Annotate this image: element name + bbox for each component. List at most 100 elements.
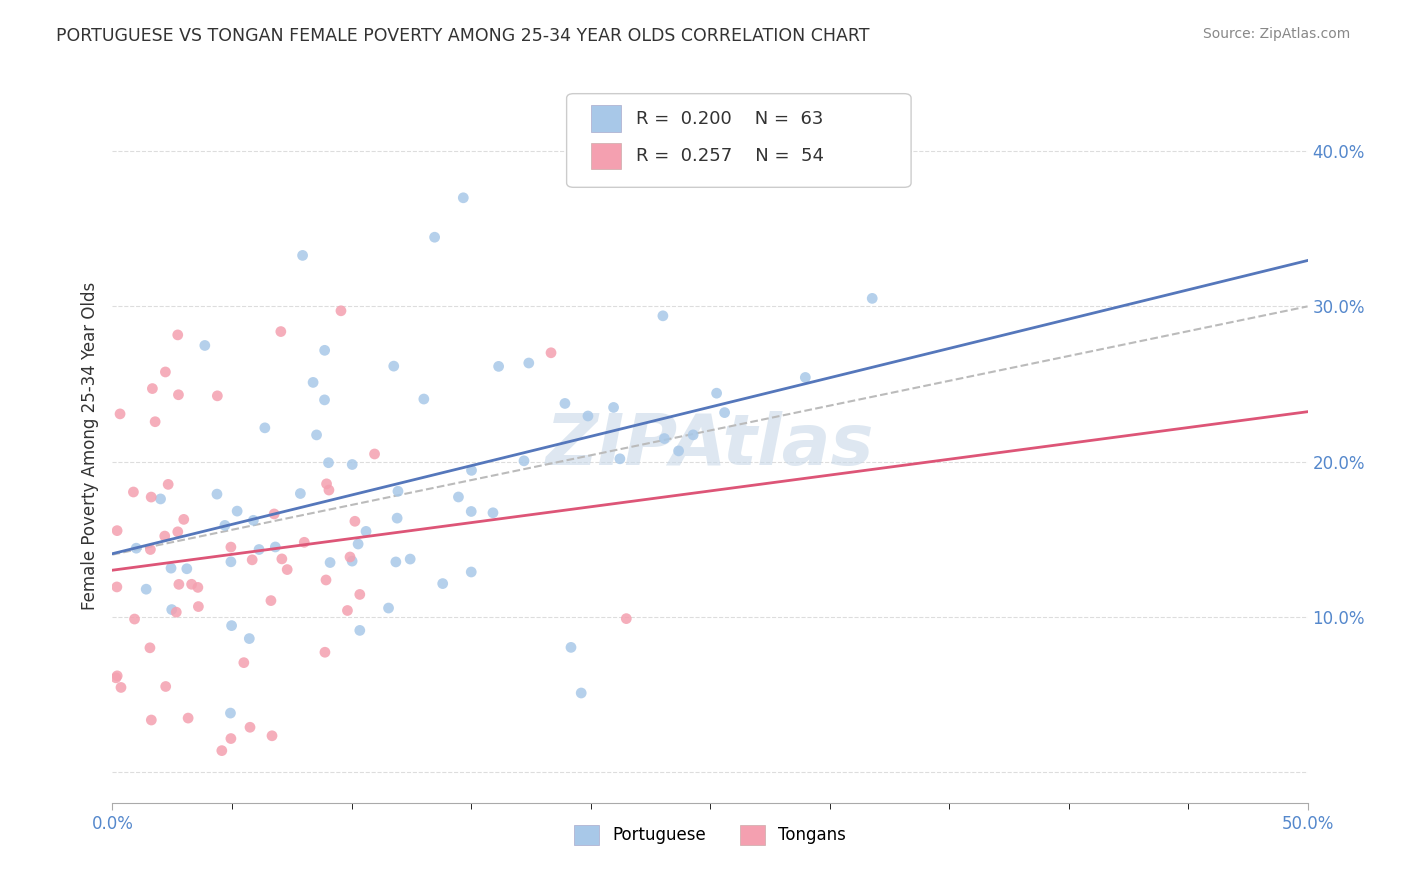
Point (173, 512, 195, 526)
Point (423, 230, 446, 244)
Point (482, 506, 505, 520)
Point (488, 359, 510, 374)
Point (513, 454, 536, 468)
Point (157, 477, 180, 491)
Point (453, 191, 475, 205)
Point (385, 555, 408, 569)
Point (432, 576, 454, 591)
Point (315, 476, 337, 491)
Text: PORTUGUESE VS TONGAN FEMALE POVERTY AMONG 25-34 YEAR OLDS CORRELATION CHART: PORTUGUESE VS TONGAN FEMALE POVERTY AMON… (56, 27, 870, 45)
Point (314, 343, 336, 358)
Point (460, 565, 482, 579)
Point (219, 706, 242, 720)
Point (240, 553, 263, 567)
Point (349, 624, 371, 638)
Point (554, 396, 576, 410)
Text: ZIPAtlas: ZIPAtlas (546, 411, 875, 481)
Point (305, 428, 328, 442)
Point (180, 577, 202, 591)
Point (682, 428, 704, 442)
Point (713, 406, 735, 420)
Point (270, 325, 292, 339)
Point (654, 432, 676, 446)
Point (205, 487, 228, 501)
Point (276, 563, 298, 577)
Point (314, 645, 336, 659)
Point (104, 671, 127, 685)
Point (160, 602, 183, 616)
Point (340, 554, 363, 568)
Point (387, 484, 409, 499)
Point (602, 401, 624, 415)
Point (651, 309, 673, 323)
Point (167, 577, 190, 591)
Point (291, 248, 314, 262)
Point (318, 456, 340, 470)
Point (177, 711, 200, 725)
Point (330, 303, 353, 318)
Point (105, 580, 128, 594)
Point (141, 490, 163, 504)
Point (139, 542, 162, 557)
Point (540, 345, 562, 359)
Point (149, 491, 172, 506)
Text: R =  0.257    N =  54: R = 0.257 N = 54 (636, 147, 824, 165)
Point (794, 370, 817, 384)
Point (141, 382, 163, 396)
Point (165, 605, 187, 619)
Point (517, 356, 540, 370)
Point (382, 359, 405, 373)
Point (194, 338, 217, 352)
Point (242, 513, 264, 527)
Point (399, 552, 422, 566)
Point (141, 713, 163, 727)
Point (302, 376, 325, 390)
Point (860, 291, 883, 305)
Point (460, 463, 482, 477)
Text: Source: ZipAtlas.com: Source: ZipAtlas.com (1202, 27, 1350, 41)
Point (135, 582, 157, 597)
Point (336, 603, 359, 617)
Y-axis label: Female Poverty Among 25-34 Year Olds: Female Poverty Among 25-34 Year Olds (80, 282, 98, 610)
Point (214, 518, 236, 533)
Point (226, 504, 249, 518)
Point (155, 680, 177, 694)
Point (176, 562, 198, 576)
Text: R =  0.200    N =  63: R = 0.200 N = 63 (636, 110, 823, 128)
Point (260, 729, 283, 743)
Point (110, 681, 132, 695)
Point (314, 392, 336, 407)
Point (560, 640, 582, 655)
Point (343, 514, 366, 528)
Point (253, 421, 276, 435)
Point (166, 524, 188, 539)
Point (167, 388, 190, 402)
Point (347, 537, 370, 551)
Point (122, 485, 145, 500)
Point (614, 612, 637, 626)
Point (187, 599, 209, 614)
Point (108, 407, 131, 421)
Point (290, 486, 312, 500)
Point (211, 744, 233, 758)
Point (412, 392, 434, 406)
Point (292, 535, 315, 549)
Point (219, 540, 242, 554)
Point (576, 409, 599, 423)
Point (447, 490, 470, 504)
Point (569, 686, 592, 700)
Point (270, 552, 292, 566)
Point (187, 581, 209, 595)
Point (247, 542, 270, 557)
Point (238, 632, 260, 646)
Legend: Portuguese, Tongans: Portuguese, Tongans (568, 818, 852, 852)
Point (609, 451, 631, 466)
Point (232, 656, 254, 670)
Point (139, 640, 162, 655)
Point (260, 593, 283, 607)
Point (377, 601, 399, 615)
Point (339, 549, 361, 564)
Point (668, 444, 690, 458)
Point (460, 504, 482, 518)
Point (105, 524, 128, 538)
